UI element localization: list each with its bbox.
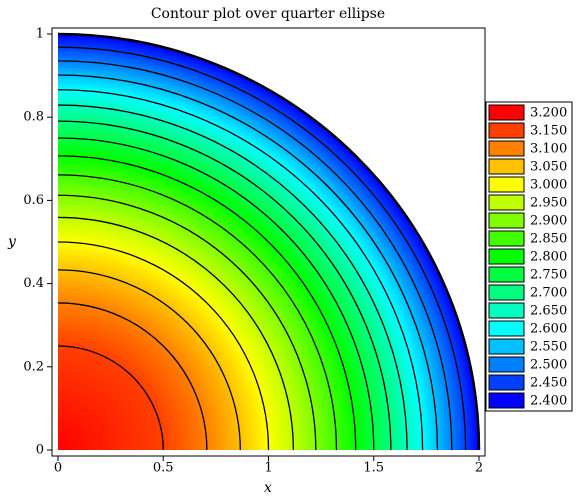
legend-label: 2.600 bbox=[530, 322, 567, 337]
contour-line bbox=[57, 60, 453, 451]
legend-swatch bbox=[488, 176, 525, 193]
legend-label: 2.800 bbox=[530, 250, 567, 265]
x-tick-label: 1 bbox=[264, 461, 272, 476]
legend-swatch bbox=[488, 230, 525, 247]
y-tick-label: 0 bbox=[36, 443, 44, 458]
legend-swatch bbox=[488, 266, 525, 283]
contour-line bbox=[57, 269, 241, 451]
legend-label: 2.400 bbox=[530, 394, 567, 409]
legend-swatch bbox=[488, 302, 525, 319]
contour-line bbox=[57, 155, 357, 451]
contour-line bbox=[57, 302, 208, 451]
legend-label: 3.100 bbox=[530, 142, 567, 157]
legend-swatch bbox=[488, 140, 525, 157]
y-tick-label: 0.6 bbox=[23, 193, 44, 208]
x-axis-label: x bbox=[264, 480, 272, 496]
legend-label: 2.900 bbox=[530, 214, 567, 229]
legend-label: 3.200 bbox=[530, 106, 567, 121]
contour-line bbox=[57, 194, 317, 451]
x-tick-label: 0.5 bbox=[153, 461, 174, 476]
legend-swatch bbox=[488, 284, 525, 301]
legend-swatch bbox=[488, 104, 525, 121]
legend-swatch bbox=[488, 158, 525, 175]
legend-label: 2.450 bbox=[530, 376, 567, 391]
legend-label: 3.150 bbox=[530, 124, 567, 139]
y-tick-label: 0.2 bbox=[23, 359, 44, 374]
legend-label: 2.550 bbox=[530, 340, 567, 355]
legend-label: 3.050 bbox=[530, 160, 567, 175]
y-axis-label: y bbox=[7, 234, 17, 250]
legend-swatch bbox=[488, 374, 525, 391]
legend-label: 2.850 bbox=[530, 232, 567, 247]
legend-swatch bbox=[488, 338, 525, 355]
legend-swatch bbox=[488, 122, 525, 139]
x-tick-label: 2 bbox=[475, 461, 483, 476]
y-tick-label: 0.8 bbox=[23, 110, 44, 125]
y-tick-label: 0.4 bbox=[23, 276, 44, 291]
contour-line bbox=[57, 345, 164, 451]
contour-line bbox=[57, 46, 467, 451]
legend-swatch bbox=[488, 320, 525, 337]
x-tick-label: 0 bbox=[54, 461, 62, 476]
y-tick-label: 1 bbox=[36, 27, 44, 42]
legend-label: 3.000 bbox=[530, 178, 567, 193]
contour-line bbox=[57, 32, 481, 451]
contour-line bbox=[57, 104, 408, 451]
legend-swatch bbox=[488, 194, 525, 211]
contour-line bbox=[57, 137, 375, 451]
legend-swatch bbox=[488, 392, 525, 409]
x-tick-label: 1.5 bbox=[363, 461, 384, 476]
contour-line bbox=[57, 241, 270, 451]
legend-swatch bbox=[488, 248, 525, 265]
contour-line bbox=[57, 120, 392, 451]
legend-swatch bbox=[488, 356, 525, 373]
contour-line bbox=[57, 89, 424, 451]
legend-label: 2.950 bbox=[530, 196, 567, 211]
legend-swatch bbox=[488, 212, 525, 229]
chart-title: Contour plot over quarter ellipse bbox=[151, 6, 385, 22]
legend-label: 2.650 bbox=[530, 304, 567, 319]
legend-label: 2.500 bbox=[530, 358, 567, 373]
contour-line bbox=[57, 174, 338, 451]
legend-label: 2.750 bbox=[530, 268, 567, 283]
contour-line bbox=[57, 74, 439, 451]
contour-line bbox=[57, 216, 294, 451]
legend-label: 2.700 bbox=[530, 286, 567, 301]
